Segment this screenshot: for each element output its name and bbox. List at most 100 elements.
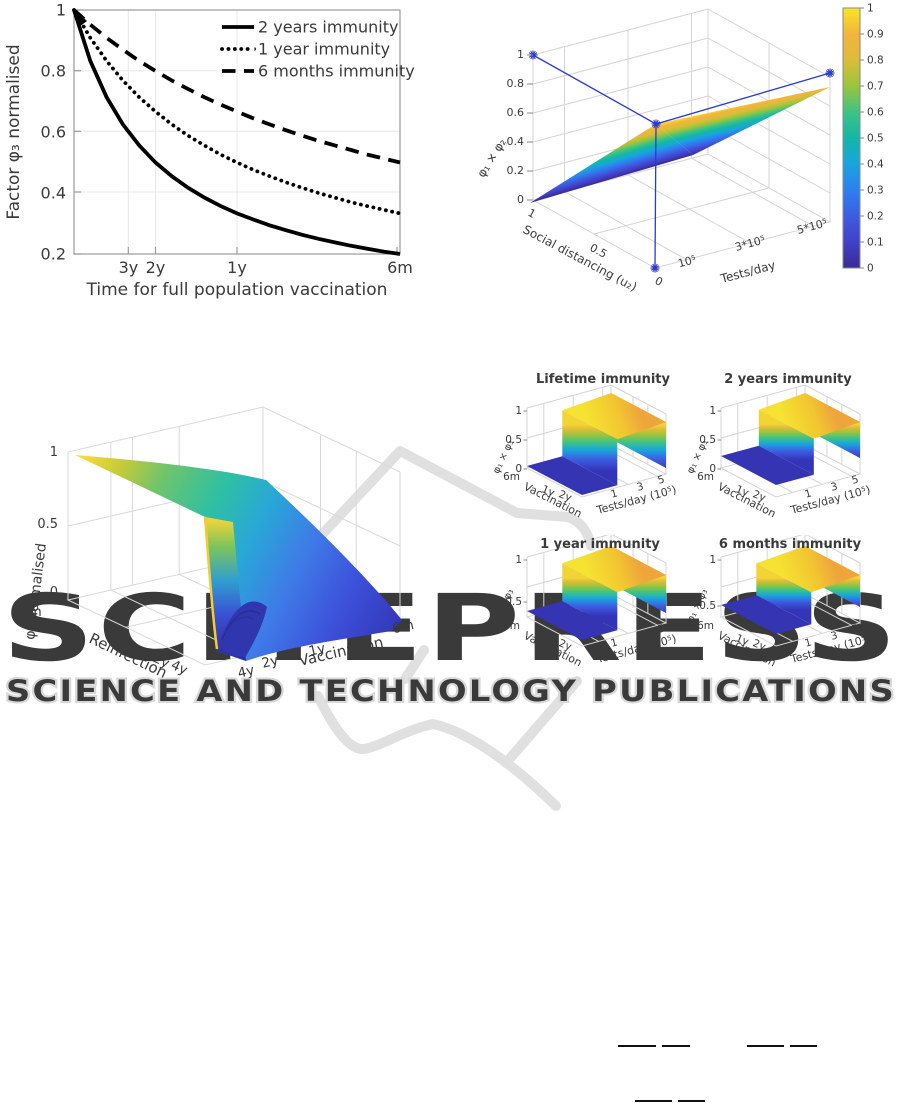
fig2-z-tick-marks: [527, 54, 533, 201]
mini-title: Lifetime immunity: [536, 372, 670, 387]
fig3-z-tick: 0.5: [37, 517, 58, 532]
surface-chart-phi1-phi2: 1 0.8 0.6 0.4 0.2 0 φ₁ × φ₂ 1 0.5 0 Social dist…: [474, 3, 884, 295]
equation-fraction-bar: [618, 1045, 656, 1047]
mini-z-tick: 0.5: [505, 434, 522, 446]
fig2-y-axis-label: Social distancing (u₂): [521, 222, 640, 294]
colorbar-tick-label: 0.8: [867, 55, 884, 67]
legend-label: 2 years immunity: [258, 18, 398, 37]
mini-z-tick: 0: [515, 463, 522, 475]
fig3-z-tick: 0: [50, 585, 58, 600]
fig3-x-tick: 6m: [391, 617, 416, 637]
mini-x-tick: 1: [609, 636, 619, 649]
fig1-curve-dashed: [72, 8, 401, 165]
fig1-y-tick: 0.6: [41, 123, 66, 142]
mini-title: 1 year immunity: [540, 537, 660, 552]
mini-z-tick: 1: [515, 554, 522, 566]
fig2-z-tick: 0.6: [507, 106, 525, 119]
mini-x-tick: 5: [656, 473, 666, 486]
colorbar-tick-label: 0.7: [867, 81, 884, 93]
mini-x-tick: 3: [635, 480, 645, 493]
colorbar-tick-label: 0.9: [867, 29, 884, 41]
fig2-marker-projection-line: [654, 123, 657, 269]
fig2-z-tick: 1: [517, 48, 524, 61]
asterisk-marker-icon: [825, 68, 835, 78]
fig1-curve-solid: [72, 9, 401, 256]
mini-y-tick: 2y: [557, 488, 573, 504]
equation-fraction-bar: [747, 1045, 784, 1047]
fig1-y-axis-label: Factor φ₃ normalised: [4, 44, 24, 219]
mini-x-tick: 5: [850, 622, 860, 635]
fig1-y-tick: 0.8: [41, 62, 66, 81]
fig2-marker-line: [532, 54, 831, 125]
fig1-x-tick-labels: 3y 2y 1y 6m: [119, 258, 413, 277]
fig2-z-tick: 0.4: [507, 135, 525, 148]
mini-y-tick: 2y: [751, 488, 767, 504]
fig3-x-tick: 2y: [260, 652, 280, 671]
mini-z-axis-label: φ₁ × φ₃: [688, 438, 710, 475]
colorbar: [842, 7, 861, 269]
colorbar-tick-label: 0.4: [867, 159, 884, 171]
fig3-y-tick: 4y: [168, 657, 190, 679]
watermark-title: SCITEPRESS: [2, 575, 900, 682]
colorbar-tick-label: 0: [867, 263, 874, 275]
fig2-z-tick: 0.2: [507, 164, 525, 177]
mini-y-tick: 6m: [503, 620, 520, 632]
colorbar-tick-label: 0.2: [867, 211, 884, 223]
mini-title: 2 years immunity: [724, 372, 852, 387]
fig3-y-tick: 2y: [150, 650, 172, 672]
mini-y-tick: 2y: [557, 637, 573, 653]
fig3-z-axis-label: φ₃ normalised: [22, 542, 50, 640]
fig2-y-tick: 0: [653, 274, 665, 289]
fig3-y-tick: 1y: [114, 635, 136, 657]
fig3-x-tick: 1y: [307, 640, 327, 659]
fig1-x-tick: 6m: [387, 258, 413, 277]
mini-x-tick: 1: [803, 487, 813, 500]
mini-surface: [721, 393, 860, 485]
fig2-y-tick: 1: [526, 206, 538, 221]
fig2-z-tick: 0: [517, 193, 524, 206]
mini-z-tick: 1: [709, 554, 716, 566]
mini-x-tick: 5: [850, 473, 860, 486]
colorbar-tick-label: 0.3: [867, 185, 884, 197]
mini-y-tick: 1y: [734, 483, 750, 499]
legend-label: 6 months immunity: [258, 62, 415, 81]
fig1-curves: [72, 8, 402, 256]
equation-fraction-bar: [662, 1045, 690, 1047]
fig3-z-tick-labels: 10.50: [37, 445, 58, 600]
fig2-x-tick: 10⁵: [677, 253, 698, 270]
colorbar-tick-label: 0.1: [867, 237, 884, 249]
fig3-z-tick: 1: [50, 445, 58, 460]
fig1-x-tick: 1y: [227, 258, 247, 277]
fig2-z-tick: 0.8: [507, 77, 525, 90]
mini-z-tick: 0.5: [505, 596, 522, 608]
mini-x-tick: 1: [609, 487, 619, 500]
fig3-y-tick: 6m: [20, 604, 42, 620]
mini-x-tick: 3: [829, 480, 839, 493]
fig1-x-tick: 3y: [119, 258, 139, 277]
fig1-y-tick-labels: 1 0.8 0.6 0.4 0.2: [41, 1, 66, 264]
fig1-y-tick: 0.2: [41, 245, 66, 264]
colorbar-tick-label: 0.5: [867, 133, 884, 145]
fig2-surface: [530, 87, 830, 203]
equation-fraction-bar: [635, 1100, 672, 1102]
mini-y-tick: 6m: [503, 471, 520, 483]
mini-surface: [527, 546, 666, 640]
mini-z-tick: 1: [709, 405, 716, 417]
fig1-y-tick: 0.4: [41, 184, 66, 203]
mini-y-tick: 1y: [540, 483, 556, 499]
fig2-z-axis-label: φ₁ × φ₂: [474, 136, 509, 180]
mini-title: 6 months immunity: [719, 537, 862, 552]
mini-x-tick: 1: [803, 636, 813, 649]
legend-label: 1 year immunity: [258, 40, 390, 59]
fig2-x-axis-label: Tests/day: [718, 258, 777, 286]
mini-y-tick: 1y: [540, 632, 556, 648]
asterisk-marker-icon: [650, 263, 660, 273]
fig2-z-tick-labels: 1 0.8 0.6 0.4 0.2 0: [507, 48, 525, 206]
mini-x-tick: 3: [829, 629, 839, 642]
